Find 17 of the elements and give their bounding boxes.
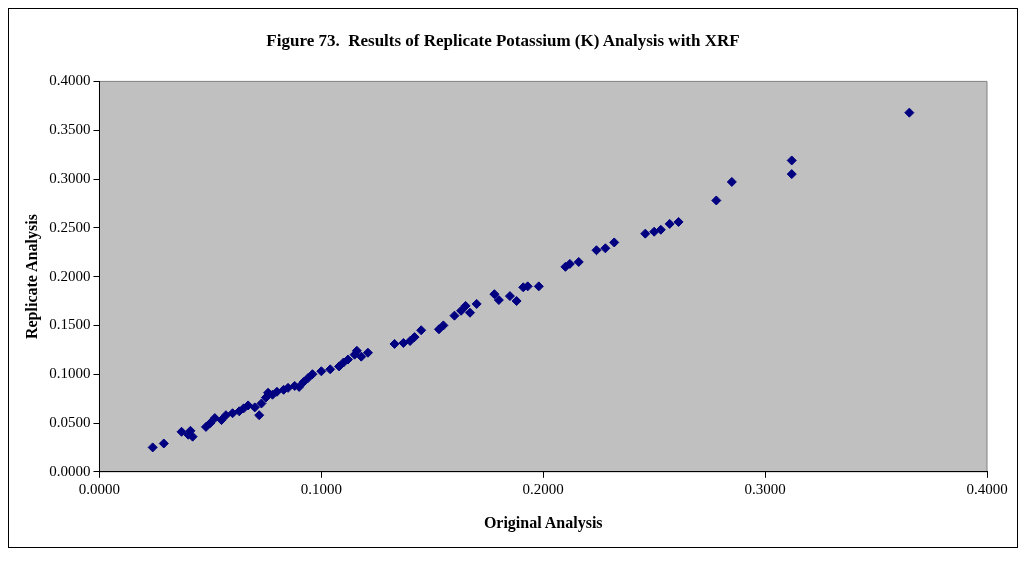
x-tick-label: 0.3000 (744, 480, 786, 497)
y-tick-label: 0.2500 (49, 218, 91, 235)
x-tick-label: 0.4000 (966, 480, 1008, 497)
y-axis-title: Replicate Analysis (22, 214, 41, 340)
y-tick-label: 0.1500 (49, 316, 91, 333)
y-tick-label: 0.0000 (49, 462, 91, 479)
y-tick-label: 0.1000 (49, 365, 91, 382)
y-tick-label: 0.3500 (49, 121, 91, 138)
x-tick-label: 0.0000 (78, 480, 121, 497)
y-tick-label: 0.3000 (49, 169, 91, 186)
x-tick-label: 0.2000 (522, 480, 564, 497)
y-tick-label: 0.0500 (49, 413, 91, 430)
x-axis-title: Original Analysis (483, 513, 603, 532)
y-tick-label: 0.4000 (49, 72, 91, 89)
x-tick-label: 0.1000 (300, 480, 342, 497)
chart-title: Figure 73. Results of Replicate Potassium (K) Analysis with XRF (266, 30, 740, 50)
y-tick-label: 0.2000 (49, 267, 91, 284)
